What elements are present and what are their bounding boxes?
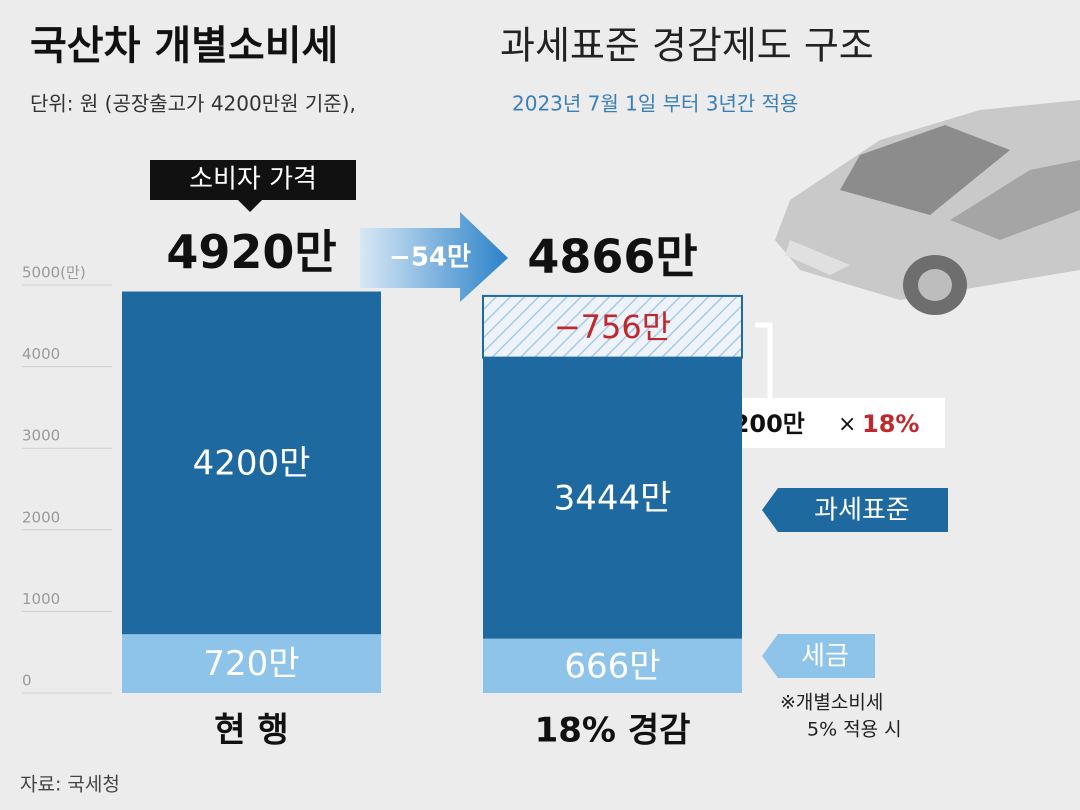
source: 자료: 국세청	[20, 774, 120, 796]
footnote: 5% 적용 시	[807, 719, 902, 741]
value-label: 3444만	[554, 479, 672, 519]
footnote: ※개별소비세	[780, 692, 883, 714]
difference-arrow	[360, 212, 508, 302]
subtitle-note: 2023년 7월 1일 부터 3년간 적용	[512, 92, 798, 116]
legend-label: 세금	[801, 642, 849, 672]
total-label: 4866만	[527, 229, 697, 283]
formula-connector	[755, 322, 773, 400]
title-rest: 과세표준 경감제도 구조	[500, 24, 874, 68]
y-tick-label: 5000(만)	[22, 264, 86, 282]
legend-label: 과세표준	[814, 496, 910, 526]
formula-times: ×	[838, 412, 856, 437]
title: 국산차 개별소비세	[30, 23, 338, 69]
y-tick-label: 1000	[22, 590, 60, 608]
y-tick-label: 3000	[22, 427, 60, 445]
formula-rate: 18%	[862, 410, 919, 438]
bar-segment	[483, 638, 742, 693]
value-label: −756만	[554, 308, 671, 346]
x-tick-label: 18% 경감	[535, 711, 691, 751]
value-label: 4200만	[193, 443, 311, 483]
price-callout	[150, 160, 356, 212]
y-tick-label: 2000	[22, 508, 60, 526]
value-label: 720만	[203, 644, 299, 684]
difference-label: −54만	[389, 243, 471, 273]
price-label: 소비자 가격	[189, 165, 317, 195]
bar-segment	[482, 294, 743, 359]
total-label: 4920만	[166, 225, 336, 279]
bar-segment	[122, 291, 381, 635]
bar-segment	[122, 634, 381, 693]
y-tick-label: 4000	[22, 345, 60, 363]
y-tick-label: 0	[22, 672, 32, 690]
bar-segment	[483, 357, 742, 639]
subtitle: 단위: 원 (공장출고가 4200만원 기준),	[30, 92, 356, 116]
car-illustration	[775, 100, 1080, 315]
x-tick-label: 현 행	[214, 711, 288, 751]
legend-tag	[762, 488, 948, 532]
value-label: 666만	[564, 646, 660, 686]
legend-tag	[762, 634, 875, 678]
